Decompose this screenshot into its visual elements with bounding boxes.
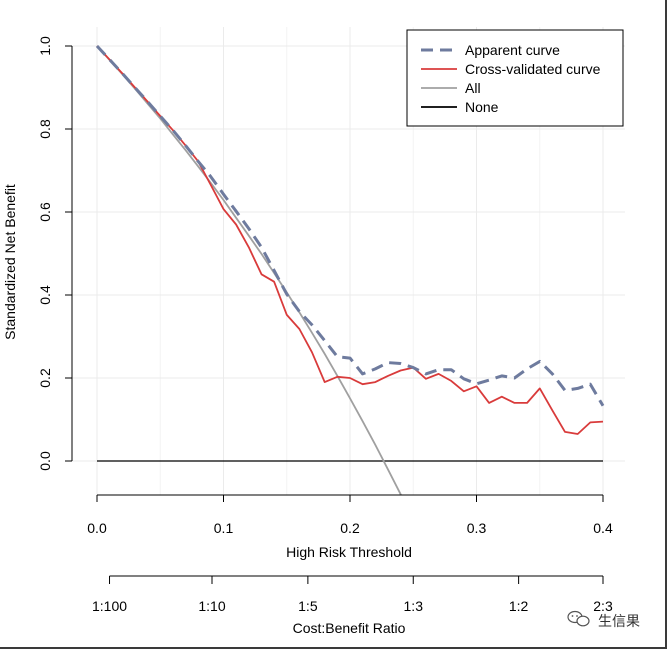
- legend-label: Apparent curve: [465, 42, 560, 58]
- secondary-tick-label: 1:100: [92, 598, 127, 614]
- secondary-axis-title: Cost:Benefit Ratio: [293, 620, 406, 636]
- series-line-apparent-curve: [95, 44, 605, 407]
- y-tick-label: 0.8: [37, 119, 53, 139]
- legend-box: [406, 29, 624, 127]
- legend-label: All: [465, 80, 481, 96]
- legend: Apparent curve Cross-validated curve All No…: [406, 29, 624, 127]
- y-tick-label: 0.2: [37, 368, 53, 388]
- secondary-tick-label: 1:2: [509, 598, 529, 614]
- x-tick-label: 0.0: [87, 520, 107, 536]
- y-tick-label: 1.0: [37, 36, 53, 56]
- x-axis-title: High Risk Threshold: [286, 544, 412, 560]
- x-tick-label: 0.1: [214, 520, 234, 536]
- axes: 0.0 0.1 0.2 0.3 0.4 0.0 0.2 0.4 0.6 0.8 1.0 1:100 1:…: [37, 36, 613, 614]
- secondary-tick-label: 1:10: [198, 598, 225, 614]
- x-tick-label: 0.3: [467, 520, 487, 536]
- series-layer: [95, 44, 605, 495]
- y-tick-label: 0.4: [37, 285, 53, 305]
- secondary-tick-label: 2:3: [593, 598, 613, 614]
- x-tick-label: 0.4: [593, 520, 613, 536]
- secondary-tick-label: 1:5: [298, 598, 318, 614]
- legend-label: Cross-validated curve: [465, 61, 601, 77]
- y-tick-label: 0.6: [37, 202, 53, 222]
- wechat-icon: [567, 610, 590, 627]
- y-tick-label: 0.0: [37, 451, 53, 471]
- watermark: 生信果: [567, 610, 640, 629]
- series-line-cross-validated-curve: [96, 45, 604, 435]
- y-axis-title: Standardized Net Benefit: [2, 184, 18, 340]
- legend-label: None: [465, 99, 499, 115]
- watermark-text: 生信果: [598, 613, 640, 629]
- series-line-all: [96, 45, 402, 495]
- x-tick-label: 0.2: [340, 520, 360, 536]
- secondary-tick-label: 1:3: [404, 598, 424, 614]
